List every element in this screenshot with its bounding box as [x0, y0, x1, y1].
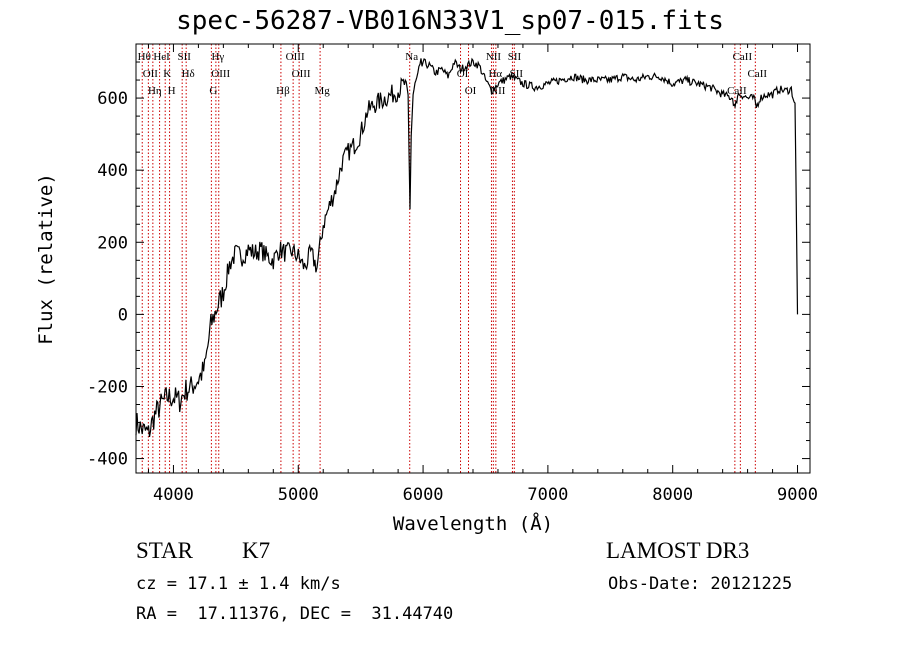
line-marker-label: Hθ: [138, 51, 151, 63]
x-tick-label: 6000: [403, 485, 444, 505]
line-marker-label: SII: [177, 51, 191, 63]
obs-date-text: Obs-Date: 20121225: [608, 574, 793, 594]
line-marker-label: Hα: [488, 68, 502, 80]
y-tick-label: 200: [97, 233, 128, 253]
line-marker-label: OIII: [292, 68, 311, 80]
line-marker-label: Na: [405, 51, 418, 63]
line-marker-label: HeI: [153, 51, 170, 63]
class-label: STAR: [136, 538, 193, 563]
line-marker-label: Hβ: [276, 85, 290, 97]
coords-text: RA = 17.11376, DEC = 31.44740: [136, 604, 454, 624]
line-marker-label: Mg: [314, 85, 330, 97]
y-axis-ticks: -400 -200 0 200 400 600: [87, 61, 810, 470]
chart-title: spec-56287-VB016N33V1_sp07-015.fits: [176, 6, 724, 36]
x-axis-label: Wavelength (Å): [393, 512, 553, 535]
redshift-text: cz = 17.1 ± 1.4 km/s: [136, 574, 341, 594]
y-axis-label: Flux (relative): [35, 173, 57, 345]
y-tick-label: -200: [87, 377, 128, 397]
survey-label: LAMOST DR3: [606, 538, 750, 563]
line-marker-label: SII: [508, 51, 522, 63]
line-marker-label: OI: [457, 68, 469, 80]
spectrum-series-line: [135, 57, 799, 438]
line-marker-label: OIII: [211, 68, 230, 80]
y-tick-label: -400: [87, 450, 128, 470]
line-marker-label: H: [168, 85, 176, 97]
y-tick-label: 600: [97, 89, 128, 109]
line-labels-group: HθOIIHηHeIKHSIIHδGHγOIIIHβOIIIOIIIMgNaOI…: [138, 51, 768, 97]
line-marker-label: OIII: [286, 51, 305, 63]
line-marker-label: NII: [490, 85, 506, 97]
line-marker-label: CaII: [727, 85, 747, 97]
line-marker-label: K: [163, 68, 171, 80]
x-tick-label: 5000: [278, 485, 319, 505]
plot-frame: [135, 43, 811, 474]
line-marker-label: Hη: [148, 85, 162, 97]
x-tick-label: 8000: [652, 485, 693, 505]
subclass-label: K7: [242, 538, 271, 563]
line-marker-label: NII: [486, 51, 502, 63]
line-markers-group: [141, 44, 756, 473]
line-marker-label: Hδ: [182, 68, 195, 80]
x-tick-label: 7000: [527, 485, 568, 505]
y-tick-label: 400: [97, 161, 128, 181]
line-marker-label: OII: [143, 68, 159, 80]
x-axis-ticks: 4000 5000 6000 7000 8000 9000: [147, 44, 818, 505]
line-marker-label: CaII: [733, 51, 753, 63]
line-marker-label: G: [209, 85, 217, 97]
line-marker-label: Hγ: [211, 51, 224, 63]
line-marker-label: CaII: [748, 68, 768, 80]
x-tick-label: 4000: [153, 485, 194, 505]
line-marker-label: OI: [465, 85, 477, 97]
x-tick-label: 9000: [777, 485, 818, 505]
y-tick-label: 0: [118, 305, 128, 325]
